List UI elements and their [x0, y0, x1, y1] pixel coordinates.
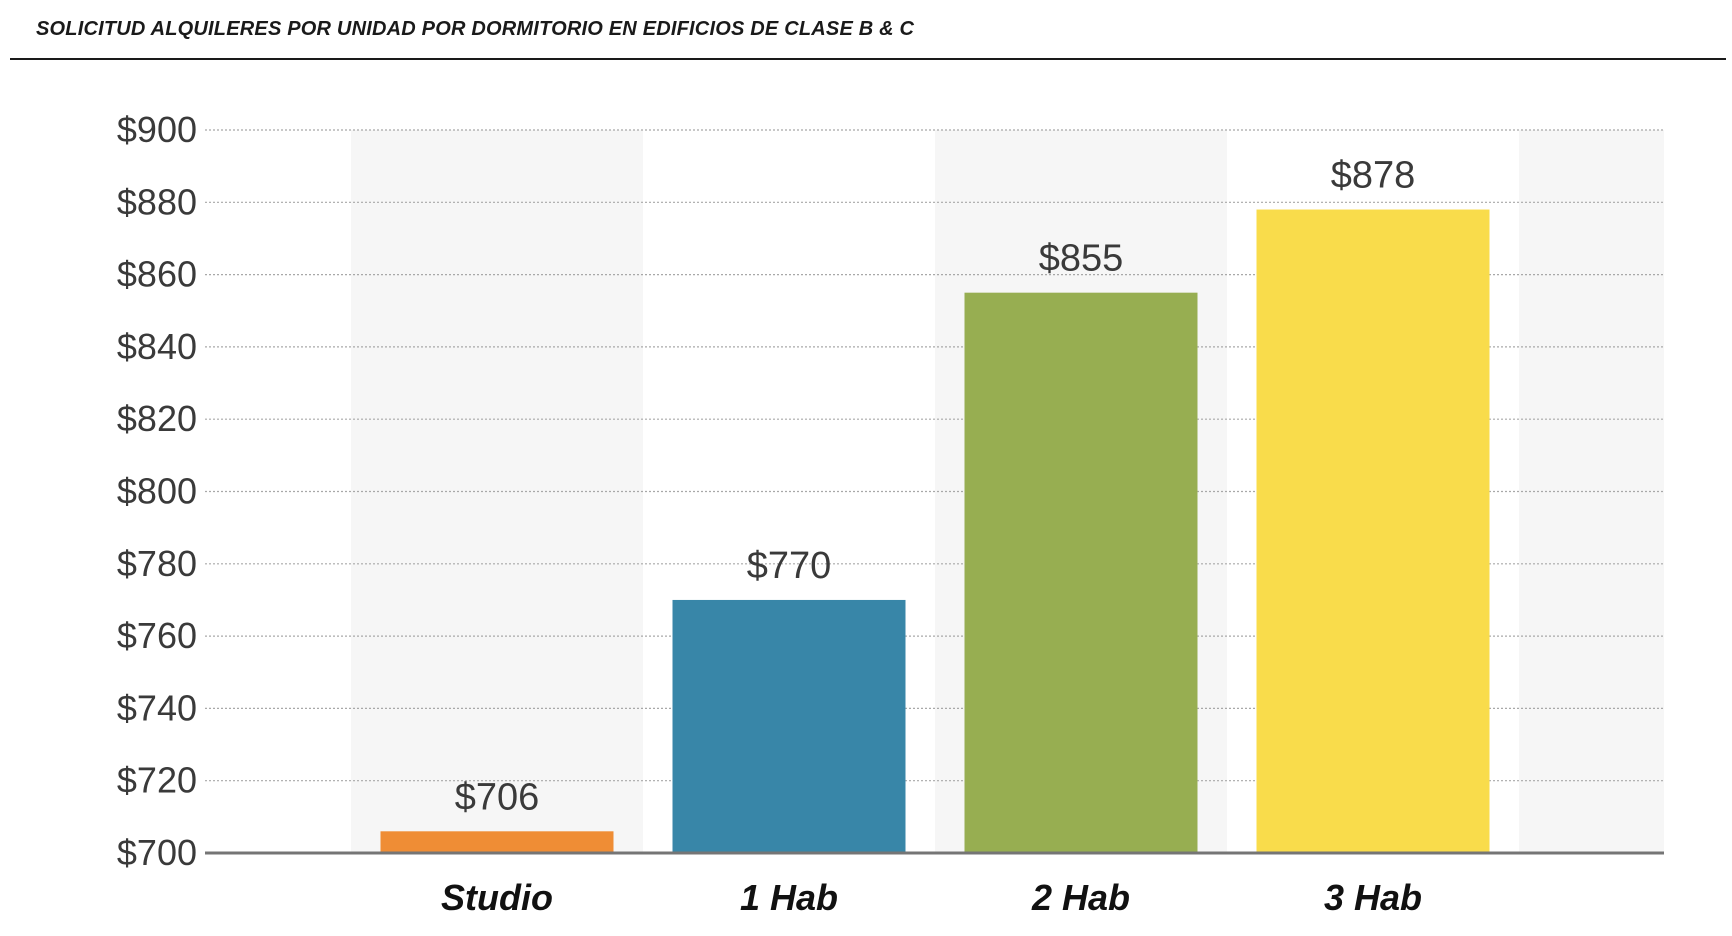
bars: [380, 209, 1490, 853]
background-band: [1519, 130, 1664, 853]
bar: [672, 599, 906, 853]
x-tick-label: 3 Hab: [1324, 877, 1422, 918]
bar: [1256, 209, 1490, 853]
y-tick-label: $780: [117, 543, 197, 584]
y-tick-label: $880: [117, 181, 197, 222]
y-tick-label: $800: [117, 471, 197, 512]
y-tick-label: $700: [117, 832, 197, 873]
bar: [380, 831, 614, 853]
x-tick-label: 1 Hab: [740, 877, 838, 918]
y-tick-label: $820: [117, 398, 197, 439]
value-label: $770: [747, 545, 832, 587]
y-tick-label: $860: [117, 254, 197, 295]
y-tick-label: $900: [117, 109, 197, 150]
y-axis: $700 $720 $740 $760 $780 $800 $820 $840 $860 $880…: [117, 109, 197, 873]
chart-title: SOLICITUD ALQUILERES POR UNIDAD POR DORM…: [36, 18, 915, 40]
value-label: $878: [1331, 155, 1416, 197]
y-tick-label: $760: [117, 615, 197, 656]
x-axis: Studio 1 Hab 2 Hab 3 Hab: [441, 877, 1422, 918]
x-tick-label: Studio: [441, 877, 553, 918]
y-tick-label: $740: [117, 687, 197, 728]
value-label: $855: [1039, 238, 1124, 280]
title-divider: [10, 58, 1726, 60]
value-label: $706: [455, 776, 540, 818]
x-tick-label: 2 Hab: [1031, 877, 1130, 918]
value-labels: $706 $770 $855 $878: [455, 155, 1416, 819]
y-tick-label: $840: [117, 326, 197, 367]
gridlines: [205, 129, 1664, 782]
y-tick-label: $720: [117, 760, 197, 801]
bar: [964, 292, 1198, 853]
